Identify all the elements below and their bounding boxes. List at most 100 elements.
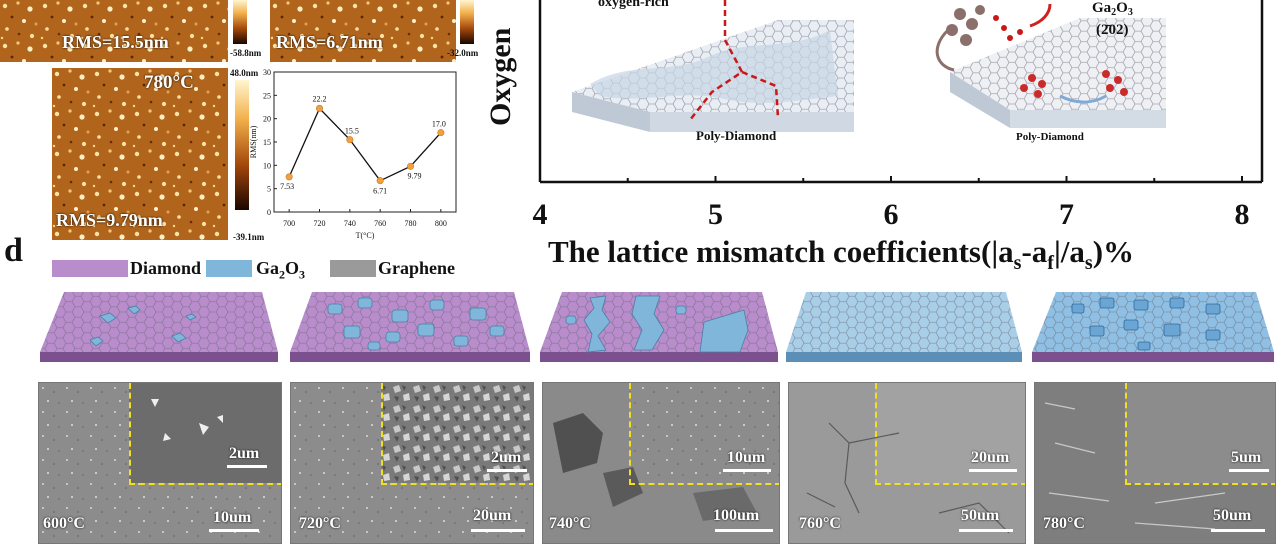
main-scale-bar [715,529,773,532]
y-tick-label: 30 [263,68,271,77]
afm-scale-min: -58.8nm [230,48,262,58]
sem-temperature-label: 760°C [799,515,841,532]
data-label: 9.79 [408,171,422,180]
axis-title-part: s [1013,252,1022,275]
x-axis-label: T(°C) [356,231,375,240]
data-label: 17.0 [432,120,446,129]
data-point [285,173,293,181]
schematic-720 [290,292,530,362]
afm-temperature-label: 780°C [144,72,194,93]
x-tick-label: 800 [435,219,447,228]
sem-inset-border [629,383,779,485]
sem-inset-border [1125,383,1275,485]
sem-image-780: 5um 780°C 50um [1034,382,1276,544]
y-tick-label: 5 [267,185,271,194]
sem-inset-border [875,383,1025,485]
data-label: 7.53 [280,182,294,191]
data-label: 6.71 [373,187,387,196]
x-tick-label: 6 [884,198,899,231]
orientation-label: (2̄02) [1096,22,1129,38]
diamond-swatch [52,260,128,277]
axis-title-part: The lattice mismatch coefficients(|a [548,234,1014,269]
grain-boundary-line [689,0,744,121]
inset-scale-label: 10um [727,449,766,466]
grain-boundary-line [741,70,780,119]
sem-image-760: 20um 760°C 50um [788,382,1026,544]
afm-scale-min: -39.1nm [233,232,265,242]
inset-scale-bar [487,469,527,472]
data-point [376,177,384,185]
x-tick-label: 5 [708,198,723,231]
diamond-legend-label: Diamond [130,258,202,278]
axis-title-part: )% [1092,234,1135,269]
y-tick-label: 15 [263,138,271,147]
ga-atom-cluster [946,5,985,46]
afm-rms-label: RMS=9.79nm [56,210,163,230]
afm-colorbar [460,0,474,44]
poly-diamond-slab-right [950,18,1166,128]
main-scale-label: 10um [213,509,252,526]
sem-image-740: 10um 740°C 100um [542,382,780,544]
graphene-swatch [330,260,376,277]
x-tick-label: 740 [344,219,356,228]
sem-image-600: 2um 600°C 10um [38,382,282,544]
axis-title-part: s [1084,252,1093,275]
sem-temperature-label: 600°C [43,515,85,532]
afm-rms-label: RMS=15.5nm [62,32,169,52]
main-scale-bar [959,529,1013,532]
x-tick-label: 780 [405,219,417,228]
sem-inset-border [129,383,281,485]
sem-temperature-label: 780°C [1043,515,1085,532]
data-point [407,162,415,170]
ga2o3-legend-label: Ga2O3 [256,258,305,283]
growth-schematics [40,292,1274,362]
axis-title-part: -a [1021,234,1048,269]
inset-scale-bar [1229,469,1269,472]
main-scale-bar [209,529,259,532]
data-point [346,136,354,144]
schematic-760 [786,292,1022,362]
main-scale-label: 50um [961,507,1000,524]
sem-image-720: 2um 720°C 20um [290,382,534,544]
inset-scale-label: 5um [1231,449,1262,466]
afm-rms-label: RMS=6.71nm [276,32,383,52]
poly-diamond-label: Poly-Diamond [696,128,777,143]
o-sub: 3 [299,267,306,282]
afm-scale-max: 48.0nm [230,68,259,78]
graphene-legend-label: Graphene [378,258,456,278]
data-point [316,104,324,112]
x-tick-label: 7 [1059,198,1074,231]
inset-scale-label: 20um [971,449,1010,466]
ga2o3-nuclei [1020,70,1128,98]
poly-diamond-slab-left [572,20,854,132]
schematic-740 [540,292,778,362]
o-text: O [285,258,300,278]
ga-sub: 2 [279,267,286,282]
rms-chart: 0 5 10 15 20 25 30 700 720 740 760 780 800 T(°C) RMS(n… [249,68,457,240]
series-line [288,107,442,182]
y-axis-label: RMS(nm) [249,125,258,158]
axis-title-part: f [1047,252,1054,275]
afm-image-1: RMS=15.5nm [0,0,228,62]
x-tick-label: 760 [374,219,386,228]
afm-colorbar [233,0,247,44]
panel-label-d: d [4,232,23,269]
sem-inset-border [381,383,533,485]
x-tick-label: 4 [533,198,548,231]
inset-scale-label: 2um [491,449,522,466]
plot-frame [273,71,457,213]
main-scale-bar [471,529,525,532]
ga2o3-swatch [206,260,252,277]
afm-scale-min: -32.0nm [447,48,479,58]
poly-diamond-label: Poly-Diamond [1016,131,1084,143]
axis-title-part: |/a [1053,234,1085,269]
x-tick-label: 700 [283,219,295,228]
afm-colorbar [235,80,249,210]
y-tick-label: 20 [263,115,271,124]
inset-scale-label: 2um [229,445,260,462]
data-label: 22.2 [313,94,327,103]
mismatch-plot: 4 5 6 7 8 Poly-Diamond Poly-Diamond oxygen-r… [533,0,1264,231]
afm-image-2: RMS=6.71nm [270,0,456,62]
data-label: 15.5 [345,127,359,136]
main-scale-label: 20um [473,507,512,524]
